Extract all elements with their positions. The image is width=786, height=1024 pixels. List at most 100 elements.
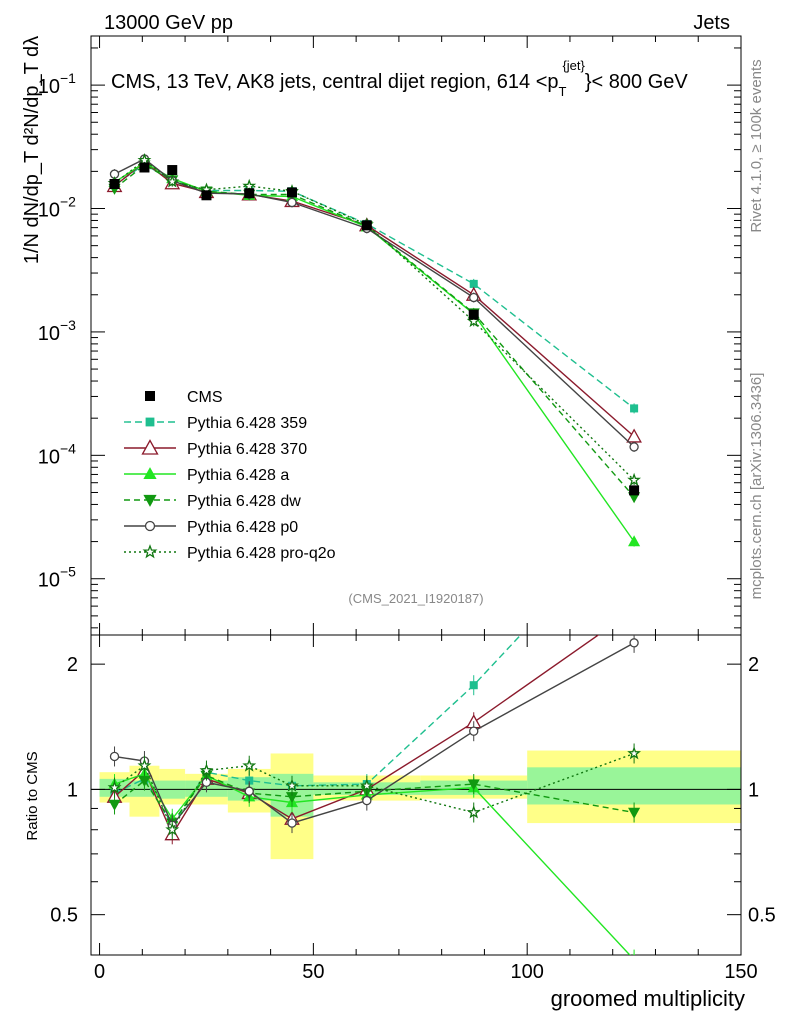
data-point-cms xyxy=(468,309,479,320)
rivet-label: Rivet 4.1.0, ≥ 100k events xyxy=(748,59,765,232)
legend-label-pythia-6-428-pro-q2o: Pythia 6.428 pro-q2o xyxy=(187,545,336,562)
ratio-point-pythia-6-428-p0 xyxy=(287,818,297,828)
main-ylabel-text: 1/N dN/dp_T d²N/dp_T dλ xyxy=(21,36,43,264)
main-y-tick-exponent: −5 xyxy=(60,564,76,580)
x-tick-label: 0 xyxy=(94,961,105,983)
analysis-tag: (CMS_2021_I1920187) xyxy=(348,591,483,606)
main-y-tick-exponent: −2 xyxy=(60,194,76,210)
ratio-point-pythia-6-428-p0 xyxy=(469,726,479,736)
mcplots-label: mcplots.cern.ch [arXiv:1306.3436] xyxy=(748,373,765,600)
ratio-bands xyxy=(99,750,741,860)
ratio-y-tick-label: 0.5 xyxy=(50,905,78,927)
main-y-tick-exponent: −1 xyxy=(60,70,76,86)
x-tick-label: 100 xyxy=(510,961,543,983)
ratio-point-pythia-6-428-p0 xyxy=(244,786,254,796)
legend-label-pythia-6-428-a: Pythia 6.428 a xyxy=(187,467,289,484)
data-point-cms xyxy=(286,187,297,198)
ratio-point-pythia-6-428-pro-q2o xyxy=(242,758,257,772)
main-y-tick-label: 10 xyxy=(38,446,60,468)
legend-marker-pythia-6-428-dw xyxy=(143,494,157,507)
legend-marker-pythia-6-428-pro-q2o xyxy=(142,544,158,559)
ratio-y-tick-label-right: 0.5 xyxy=(748,905,776,927)
title-post: }< 800 GeV xyxy=(585,71,689,93)
main-y-tick-label: 10 xyxy=(38,200,60,222)
ratio-panel-frame xyxy=(90,634,742,956)
chart-title-text: CMS, 13 TeV, AK8 jets, central dijet reg… xyxy=(111,58,688,99)
main-y-tick-label: 10 xyxy=(38,570,60,592)
legend-label-pythia-6-428-359: Pythia 6.428 359 xyxy=(187,415,307,432)
series-layer xyxy=(106,153,642,955)
main-y-tick-exponent: −4 xyxy=(60,440,76,456)
ratio-point-pythia-6-428-p0 xyxy=(362,795,372,806)
ratio-point-pythia-6-428-359 xyxy=(631,510,638,517)
x-tick-label: 150 xyxy=(724,961,757,983)
legend-marker-pythia-6-428-359 xyxy=(145,417,155,427)
point-pythia-6-428-pro-q2o xyxy=(627,472,641,487)
ratio-point-pythia-6-428-a xyxy=(633,953,636,955)
legend-marker-pythia-6-428-370 xyxy=(141,439,159,455)
stat-uncertainty-band xyxy=(527,767,741,805)
point-pythia-6-428-a xyxy=(628,535,641,547)
chart-title: CMS, 13 TeV, AK8 jets, central dijet reg… xyxy=(111,58,688,99)
point-pythia-6-428-p0 xyxy=(629,442,639,452)
point-pythia-6-428-pro-q2o xyxy=(165,174,180,188)
ratio-y-tick-label-right: 2 xyxy=(748,654,759,676)
ratio-point-pythia-6-428-pro-q2o xyxy=(137,758,152,772)
data-point-cms xyxy=(361,220,372,231)
data-point-cms xyxy=(167,165,178,176)
legend-label-pythia-6-428-p0: Pythia 6.428 p0 xyxy=(187,519,298,536)
main-y-tick-label: 10 xyxy=(38,76,60,98)
legend: CMS Pythia 6.428 359 Pythia 6.428 370 Pythi… xyxy=(124,389,336,562)
main-panel-series xyxy=(106,153,642,547)
point-pythia-6-428-359 xyxy=(630,404,639,413)
ratio-point-pythia-6-428-pro-q2o xyxy=(627,746,641,760)
ratio-point-pythia-6-428-p0 xyxy=(629,638,639,648)
main-y-tick-exponent: −3 xyxy=(60,317,76,333)
point-pythia-6-428-p0 xyxy=(469,292,479,303)
main-ylabel: 1/N dN/dp_T d²N/dp_T dλ xyxy=(21,36,43,264)
point-pythia-6-428-p0 xyxy=(287,197,297,208)
ratio-y-tick-label-right: 1 xyxy=(748,779,759,801)
data-point-cms xyxy=(139,162,150,173)
ratio-point-pythia-6-428-359 xyxy=(469,681,478,690)
header-left: 13000 GeV pp xyxy=(104,12,233,34)
legend-marker-pythia-6-428-a xyxy=(143,467,157,480)
ratio-point-pythia-6-428-pro-q2o xyxy=(165,822,180,836)
legend-label-pythia-6-428-dw: Pythia 6.428 dw xyxy=(187,493,301,510)
ratio-y-tick-label: 2 xyxy=(67,654,78,676)
point-pythia-6-428-359 xyxy=(469,279,478,288)
ratio-point-pythia-6-428-dw xyxy=(628,807,641,819)
main-y-tick-label: 10 xyxy=(38,323,60,345)
data-point-cms xyxy=(109,178,120,189)
legend-label-pythia-6-428-370: Pythia 6.428 370 xyxy=(187,441,307,458)
x-tick-label: 50 xyxy=(302,961,324,983)
data-point-cms xyxy=(244,188,255,199)
ratio-point-pythia-6-428-370 xyxy=(627,603,641,615)
ratio-point-pythia-6-428-dw xyxy=(467,779,480,791)
series-line-pythia-6-428-359 xyxy=(114,163,635,409)
ratio-point-pythia-6-428-dw xyxy=(138,775,151,787)
header-right: Jets xyxy=(693,12,730,34)
ratio-point-pythia-6-428-dw xyxy=(108,799,121,811)
ratio-line-pythia-6-428-pro-q2o xyxy=(114,752,635,832)
legend-marker-cms xyxy=(145,391,155,401)
ratio-point-pythia-6-428-p0 xyxy=(109,751,120,762)
ratio-y-tick-label: 1 xyxy=(67,779,78,801)
ratio-panel-series xyxy=(106,510,641,955)
series-line-pythia-6-428-dw xyxy=(114,164,635,498)
ratio-point-pythia-6-428-pro-q2o xyxy=(359,778,374,792)
ratio-ylabel: Ratio to CMS xyxy=(24,751,41,840)
series-line-pythia-6-428-a xyxy=(114,161,635,543)
ratio-point-pythia-6-428-pro-q2o xyxy=(199,763,214,777)
legend-label-cms: CMS xyxy=(187,389,223,406)
title-pre: CMS, 13 TeV, AK8 jets, central dijet reg… xyxy=(111,71,559,93)
data-point-cms xyxy=(201,190,212,201)
title-sup: {jet} xyxy=(562,58,585,73)
data-point-cms xyxy=(629,485,640,496)
legend-marker-pythia-6-428-p0 xyxy=(144,520,156,532)
ratio-point-pythia-6-428-pro-q2o xyxy=(466,805,481,819)
ratio-point-pythia-6-428-pro-q2o xyxy=(107,780,122,794)
x-axis-label: groomed multiplicity xyxy=(551,986,745,1011)
